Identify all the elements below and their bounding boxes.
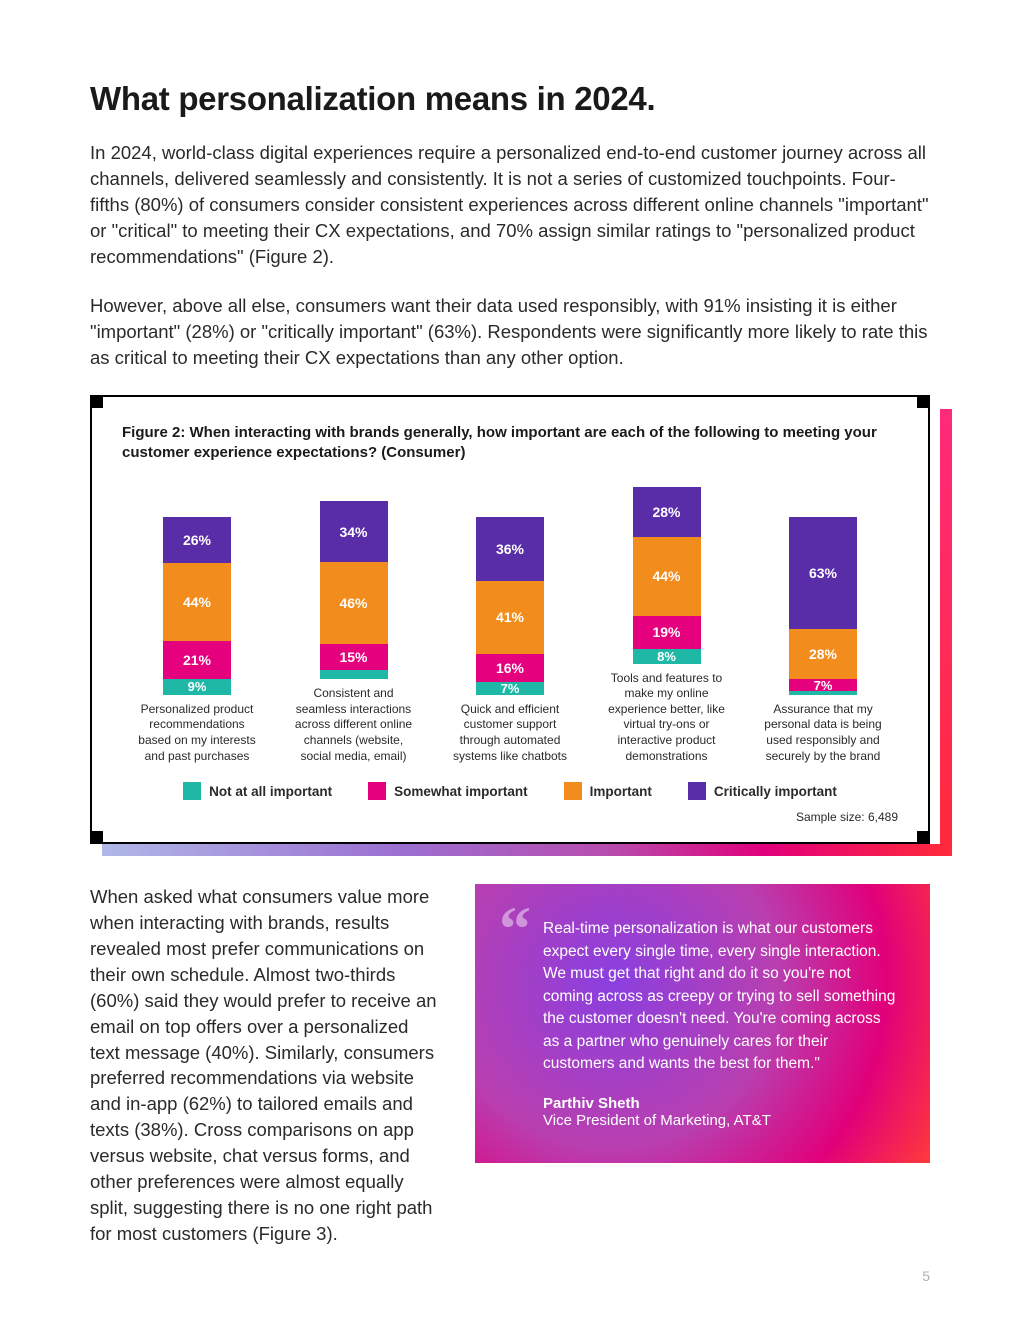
lower-section: When asked what consumers value more whe…: [90, 884, 930, 1246]
category-label: Personalized product recommendations bas…: [132, 702, 262, 764]
bar-column: 63%28%7% Assurance that my personal data …: [758, 517, 888, 764]
page-title: What personalization means in 2024.: [90, 80, 930, 118]
bar-segment-critical: 26%: [163, 517, 231, 563]
bar-segment-somewhat: 7%: [789, 679, 857, 691]
bar-segment-not_important: 9%: [163, 679, 231, 695]
legend-swatch: [183, 782, 201, 800]
bar-segment-somewhat: 16%: [476, 654, 544, 682]
bar-segment-somewhat: 21%: [163, 641, 231, 678]
quote-mark-icon: “: [499, 910, 531, 948]
bar-column: 34%46%15% Consistent and seamless interac…: [289, 501, 419, 764]
legend-label: Critically important: [714, 784, 837, 799]
bar-chart: 26%44%21%9%Personalized product recommen…: [132, 486, 888, 765]
bar-segment-critical: 63%: [789, 517, 857, 629]
bar-segment-important: 44%: [633, 537, 701, 615]
legend-item: Not at all important: [183, 782, 332, 800]
legend-item: Somewhat important: [368, 782, 528, 800]
bar-segment-important: 44%: [163, 563, 231, 641]
bar-segment-important: 28%: [789, 629, 857, 679]
legend-label: Somewhat important: [394, 784, 528, 799]
bar-segment-not_important: [789, 691, 857, 695]
category-label: Consistent and seamless interactions acr…: [289, 686, 419, 764]
quote-author: Parthiv Sheth: [543, 1095, 898, 1112]
bar-segment-critical: 34%: [320, 501, 388, 562]
sample-size: Sample size: 6,489: [122, 810, 898, 824]
bar-stack: 63%28%7%: [789, 517, 857, 695]
bar-segment-important: 41%: [476, 581, 544, 654]
legend-label: Not at all important: [209, 784, 332, 799]
legend-swatch: [688, 782, 706, 800]
bar-column: 28%44%19%8% Tools and features to make my…: [602, 486, 732, 765]
accent-bar-bottom: [102, 844, 952, 856]
legend-swatch: [564, 782, 582, 800]
category-label: Assurance that my personal data is being…: [758, 702, 888, 764]
bar-column: 26%44%21%9% Personalized product recommen…: [132, 517, 262, 764]
quote-text: Real-time personalization is what our cu…: [543, 918, 898, 1075]
bar-segment-somewhat: 15%: [320, 644, 388, 671]
bar-segment-somewhat: 19%: [633, 616, 701, 650]
corner-ornament: [90, 395, 103, 408]
bar-segment-not_important: 8%: [633, 649, 701, 663]
page-number: 5: [922, 1268, 930, 1284]
bar-segment-critical: 28%: [633, 487, 701, 537]
body-text: When asked what consumers value more whe…: [90, 884, 441, 1246]
legend-label: Important: [590, 784, 652, 799]
legend-item: Critically important: [688, 782, 837, 800]
accent-bar-right: [940, 409, 952, 856]
bar-stack: 34%46%15%: [320, 501, 388, 679]
category-label: Quick and efficient customer support thr…: [445, 702, 575, 764]
legend-item: Important: [564, 782, 652, 800]
corner-ornament: [90, 831, 103, 844]
bar-stack: 28%44%19%8%: [633, 486, 701, 664]
bar-column: 36%41%16%7% Quick and efficient customer …: [445, 517, 575, 764]
bar-segment-not_important: 7%: [476, 682, 544, 694]
corner-ornament: [917, 831, 930, 844]
pull-quote: “ Real-time personalization is what our …: [475, 884, 930, 1163]
intro-paragraph-2: However, above all else, consumers want …: [90, 293, 930, 371]
legend: Not at all important Somewhat important …: [122, 782, 898, 800]
bar-segment-important: 46%: [320, 562, 388, 644]
legend-swatch: [368, 782, 386, 800]
bar-stack: 36%41%16%7%: [476, 517, 544, 695]
bar-segment-critical: 36%: [476, 517, 544, 581]
category-label: Tools and features to make my online exp…: [602, 671, 732, 765]
bar-segment-not_important: [320, 670, 388, 679]
figure-title: Figure 2: When interacting with brands g…: [122, 423, 898, 464]
intro-paragraph-1: In 2024, world-class digital experiences…: [90, 140, 930, 269]
quote-role: Vice President of Marketing, AT&T: [543, 1112, 898, 1129]
paragraph-3: When asked what consumers value more whe…: [90, 884, 441, 1246]
figure-2: Figure 2: When interacting with brands g…: [90, 395, 930, 844]
bar-stack: 26%44%21%9%: [163, 517, 231, 695]
corner-ornament: [917, 395, 930, 408]
figure-box: Figure 2: When interacting with brands g…: [90, 395, 930, 844]
